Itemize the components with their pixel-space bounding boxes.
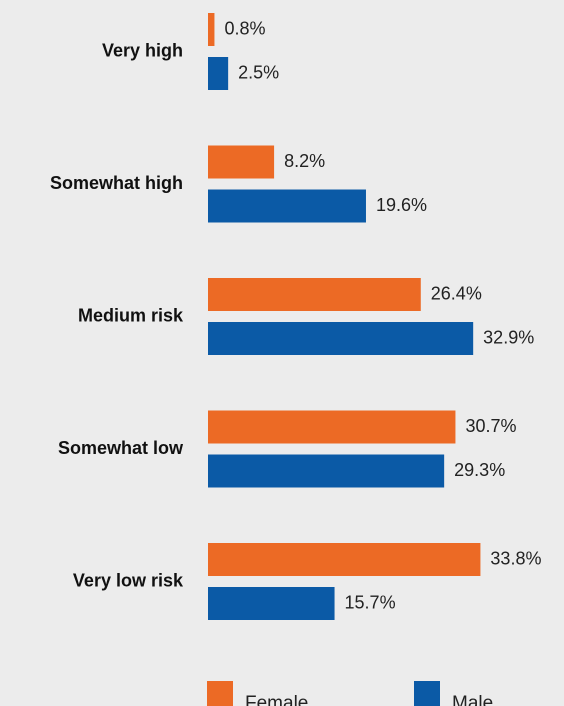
bar-female-somewhat-high: [208, 145, 275, 179]
bar-female-somewhat-low: [208, 410, 456, 444]
value-label-female: 33.8%: [490, 548, 541, 568]
legend: Female Male: [207, 681, 493, 706]
bar-male-medium-risk: [208, 322, 474, 355]
bar-group-somewhat-low: Somewhat low 30.7% 29.3%: [58, 410, 516, 488]
category-label: Very high: [102, 40, 183, 60]
category-label: Very low risk: [73, 570, 184, 590]
value-label-male: 15.7%: [345, 592, 396, 612]
bar-male-very-low-risk: [208, 587, 335, 620]
category-label: Somewhat high: [50, 173, 183, 193]
bars-layer: Very high 0.8% 2.5% Somewhat high 8.2% 19.6% M…: [50, 13, 541, 620]
legend-item-female: Female: [207, 681, 308, 706]
bar-male-somewhat-high: [208, 189, 366, 223]
value-label-male: 19.6%: [376, 195, 427, 215]
legend-label-female: Female: [245, 693, 308, 706]
category-label: Medium risk: [78, 305, 184, 325]
bar-male-very-high: [208, 57, 229, 90]
bar-female-very-low-risk: [208, 543, 481, 576]
value-label-female: 26.4%: [431, 283, 482, 303]
value-label-male: 29.3%: [454, 460, 505, 480]
legend-swatch-female: [207, 681, 233, 706]
category-label: Somewhat low: [58, 438, 184, 458]
bar-group-medium-risk: Medium risk 26.4% 32.9%: [78, 278, 534, 355]
bar-group-very-high: Very high 0.8% 2.5%: [102, 13, 279, 90]
bar-group-very-low-risk: Very low risk 33.8% 15.7%: [73, 543, 541, 620]
bar-female-very-high: [208, 13, 215, 46]
value-label-female: 0.8%: [224, 18, 265, 38]
value-label-male: 2.5%: [238, 62, 279, 82]
value-label-female: 8.2%: [284, 151, 325, 171]
bar-female-medium-risk: [208, 278, 421, 311]
legend-swatch-male: [414, 681, 440, 706]
value-label-male: 32.9%: [483, 327, 534, 347]
bar-male-somewhat-low: [208, 454, 445, 488]
legend-item-male: Male: [414, 681, 493, 706]
bar-group-somewhat-high: Somewhat high 8.2% 19.6%: [50, 145, 427, 223]
value-label-female: 30.7%: [465, 416, 516, 436]
legend-label-male: Male: [452, 693, 493, 706]
